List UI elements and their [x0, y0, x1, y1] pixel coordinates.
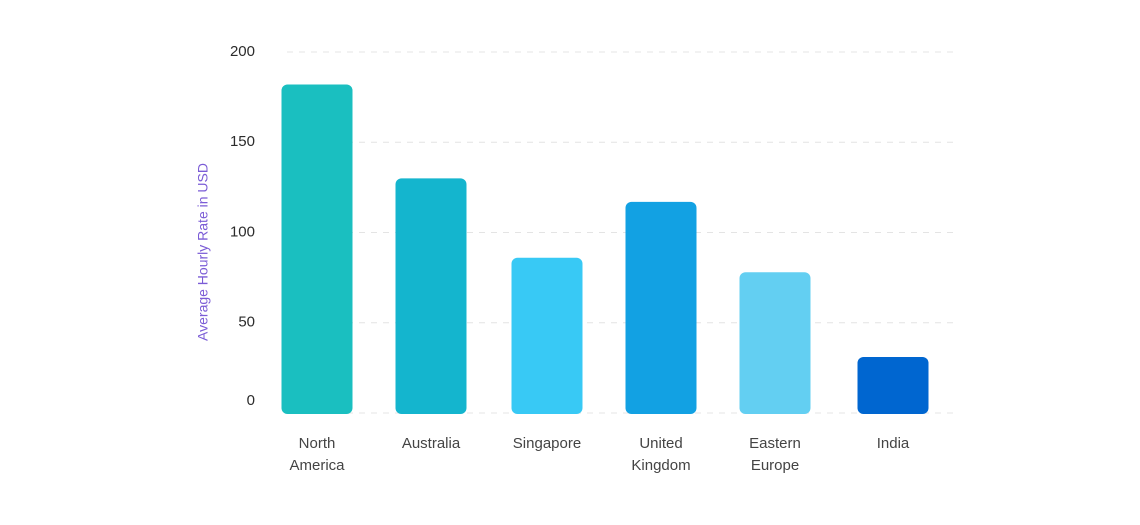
y-tick-label: 150: [230, 133, 255, 150]
y-axis-title: Average Hourly Rate in USD: [195, 163, 211, 341]
x-category-label: Eastern Europe: [749, 435, 801, 474]
grid-lines: [287, 51, 953, 414]
y-tick-label: 200: [230, 43, 255, 60]
y-tick-label: 0: [247, 392, 255, 409]
y-tick-label: 50: [238, 314, 255, 331]
bar: [739, 272, 811, 414]
x-category-label: United Kingdom: [631, 435, 690, 474]
y-tick-label: 100: [230, 223, 255, 240]
bar: [281, 84, 353, 415]
x-axis-categories: North America Australia Singapore United King…: [289, 435, 909, 474]
bars: [281, 84, 929, 415]
bar: [857, 357, 929, 414]
bar: [395, 178, 467, 414]
x-category-label: Australia: [402, 435, 461, 452]
bar: [511, 257, 583, 414]
y-axis-ticks: 0 50 100 150 200: [230, 43, 255, 409]
x-category-label: North America: [289, 435, 345, 474]
bar: [625, 201, 697, 414]
x-category-label: Singapore: [513, 435, 581, 452]
x-category-label: India: [877, 435, 910, 452]
